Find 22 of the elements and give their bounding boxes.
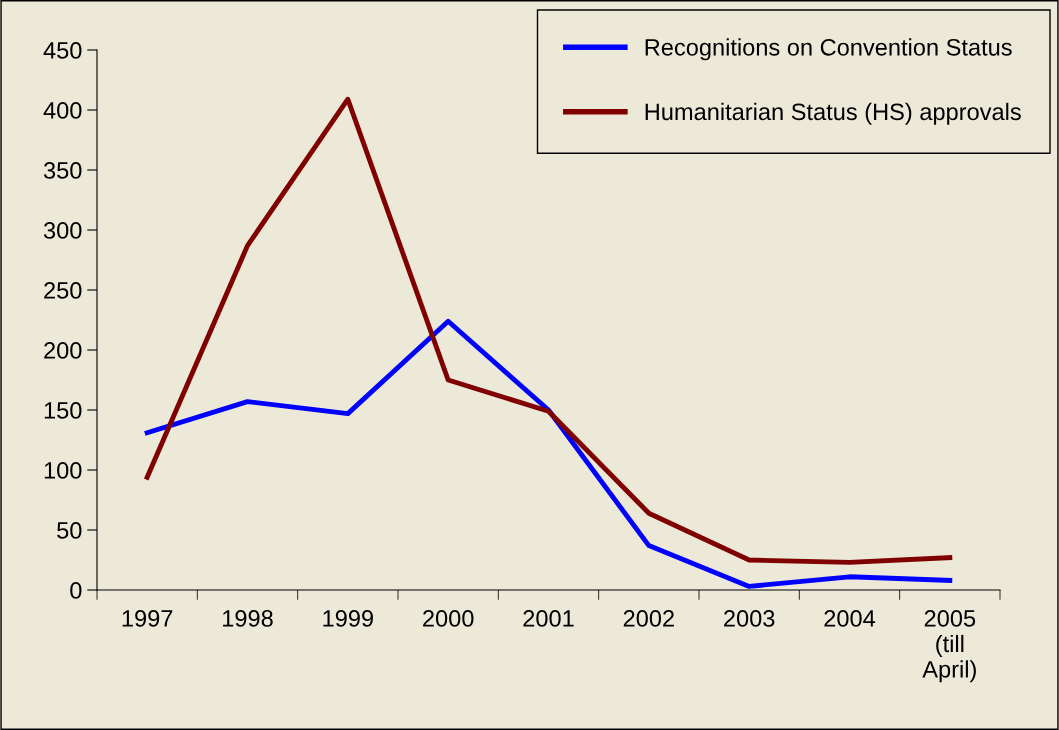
- x-tick-label: 2005 (till April): [922, 610, 976, 683]
- legend-label: Recognitions on Convention Status: [645, 38, 1012, 61]
- y-tick-label: 250: [44, 282, 82, 299]
- y-tick-label: 350: [43, 162, 82, 179]
- x-tick-label: 2003: [724, 610, 775, 627]
- y-tick-label: 300: [43, 222, 82, 239]
- x-tick-label: 1997: [122, 610, 173, 627]
- y-tick-label: 450: [43, 42, 82, 59]
- y-tick-label: 400: [43, 102, 82, 119]
- legend-label: Humanitarian Status (HS) approvals: [645, 102, 1021, 125]
- x-tick-label: 2000: [423, 610, 474, 627]
- x-tick-label: 1998: [223, 610, 273, 627]
- y-tick-label: 100: [44, 462, 82, 479]
- x-tick-label: 1999: [323, 610, 373, 627]
- y-tick-label: 50: [57, 522, 82, 539]
- x-tick-label: 2001: [523, 610, 574, 627]
- x-tick-label: 2004: [824, 610, 876, 627]
- y-tick-label: 200: [44, 342, 82, 359]
- y-tick-label: 0: [70, 582, 82, 599]
- x-tick-label: 2002: [623, 610, 674, 627]
- line-series: [144, 318, 953, 589]
- y-tick-label: 150: [44, 402, 82, 419]
